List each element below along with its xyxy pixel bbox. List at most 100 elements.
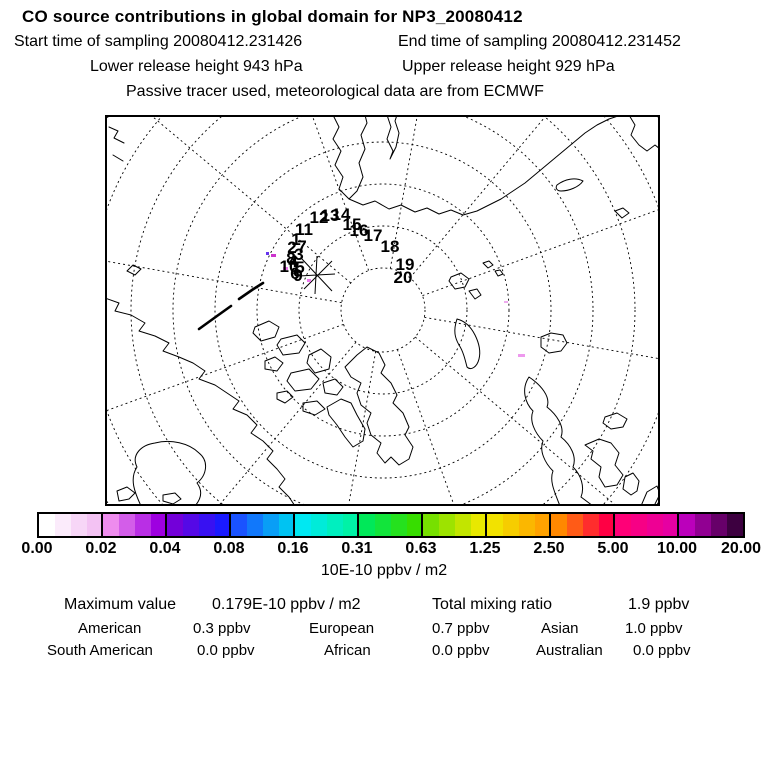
latitude-circle (340, 267, 426, 353)
colorbar-cell (295, 514, 311, 536)
region-european-label: European (309, 620, 375, 637)
plot-title: CO source contributions in global domain… (22, 7, 523, 26)
maximum-value-label: Maximum value (64, 596, 177, 613)
colorbar-tick-label: 0.00 (21, 540, 53, 557)
total-mixing-ratio-value: 1.9 ppbv (628, 596, 690, 613)
latitude-circle (298, 225, 468, 395)
coastline-arctic-archipelago (252, 320, 344, 416)
colorbar-cell (567, 514, 583, 536)
trajectory-hour-label: 18 (381, 237, 400, 256)
coastline-chukotka-corner (555, 116, 659, 219)
total-mixing-ratio-label: Total mixing ratio (432, 596, 553, 613)
trajectory-hour-label: 8 (286, 249, 295, 268)
region-south-american-value: 0.0 ppbv (197, 642, 255, 659)
colorbar-cell (151, 514, 167, 536)
colorbar-cell (231, 514, 247, 536)
latitude-circle (130, 116, 636, 505)
colorbar-cell (343, 514, 359, 536)
colorbar-cell (263, 514, 279, 536)
plume-patches (266, 252, 525, 357)
region-african-label: African (324, 642, 371, 659)
trajectory-hour-label: 17 (364, 226, 383, 245)
region-american-label: American (78, 620, 142, 637)
map-frame (105, 115, 660, 506)
colorbar-cell (503, 514, 519, 536)
latitude-circle (256, 183, 510, 437)
colorbar-cell (247, 514, 263, 536)
trajectory-hour-label: 10 (280, 257, 299, 276)
latitude-circle (106, 116, 659, 505)
colorbar-cell (439, 514, 455, 536)
trajectory-hour-label: 3 (294, 245, 303, 264)
colorbar-cell (615, 514, 631, 536)
latitude-circle (106, 116, 659, 505)
coastline-baffin (326, 398, 366, 448)
colorbar-cell (519, 514, 535, 536)
plume-patch (266, 252, 269, 255)
colorbar-cell (695, 514, 711, 536)
colorbar-cell (375, 514, 391, 536)
colorbar-cell (359, 514, 375, 536)
colorbar-cell (727, 514, 743, 536)
graticule-grid (106, 116, 659, 505)
meridian-line (409, 116, 547, 279)
colorbar-tick-label: 0.04 (149, 540, 181, 557)
colorbar (37, 512, 745, 538)
tracer-note-label: Passive tracer used, meteorological data… (126, 83, 544, 100)
colorbar-cell (183, 514, 199, 536)
colorbar-cell (279, 514, 295, 536)
region-australian-value: 0.0 ppbv (633, 642, 691, 659)
trajectory-hour-label: 15 (343, 215, 362, 234)
trajectory-hour-label: 13 (321, 206, 340, 225)
region-european-value: 0.7 ppbv (432, 620, 490, 637)
colorbar-cell (583, 514, 599, 536)
colorbar-cell (471, 514, 487, 536)
release-star-icon (298, 255, 336, 295)
trajectory-hour-label: 6 (290, 264, 299, 283)
trajectory-hour-label: 14 (332, 205, 351, 224)
plume-patch (307, 279, 311, 282)
colorbar-cell (407, 514, 423, 536)
region-african-value: 0.0 ppbv (432, 642, 490, 659)
meridian-line (218, 341, 357, 505)
coastline-fragments (108, 126, 142, 276)
colorbar-tick-label: 10.00 (656, 540, 698, 557)
meridian-line (422, 209, 659, 297)
colorbar-cell (551, 514, 567, 536)
latitude-circle (172, 116, 594, 505)
start-time-label: Start time of sampling 20080412.231426 (14, 33, 303, 50)
meridian-line (311, 116, 370, 271)
colorbar-cell (535, 514, 551, 536)
colorbar-cell (199, 514, 215, 536)
upper-release-label: Upper release height 929 hPa (402, 58, 615, 75)
plume-patch (518, 354, 525, 357)
coastline-slivers (197, 281, 265, 331)
colorbar-tick-label: 0.31 (341, 540, 373, 557)
trajectory-hour-label: 1 (291, 230, 300, 249)
plume-patch (504, 301, 508, 303)
meridian-line (414, 336, 617, 505)
colorbar-cell (167, 514, 183, 536)
region-australian-label: Australian (536, 642, 603, 659)
trajectory-hour-label: 5 (295, 258, 304, 277)
coastline-hudson-bay (116, 440, 206, 505)
colorbar-cell (215, 514, 231, 536)
coastline-greenland (344, 346, 414, 466)
coastline-novaya-zemlya (454, 318, 481, 370)
colorbar-cell (487, 514, 503, 536)
trajectory-hour-label: 7 (297, 237, 306, 256)
region-south-american-label: South American (47, 642, 153, 659)
coastline-svalbard (448, 260, 504, 300)
colorbar-tick-label: 5.00 (597, 540, 629, 557)
trajectory-hour-label: 9 (293, 266, 302, 285)
colorbar-tick-label: 20.00 (720, 540, 762, 557)
colorbar-cell (663, 514, 679, 536)
lower-release-label: Lower release height 943 hPa (90, 58, 303, 75)
colorbar-cell (39, 514, 55, 536)
colorbar-cell (391, 514, 407, 536)
colorbar-tick-label: 1.25 (469, 540, 501, 557)
plume-patch (283, 267, 288, 270)
colorbar-cell (679, 514, 695, 536)
trajectory-hour-label: 11 (295, 220, 313, 239)
